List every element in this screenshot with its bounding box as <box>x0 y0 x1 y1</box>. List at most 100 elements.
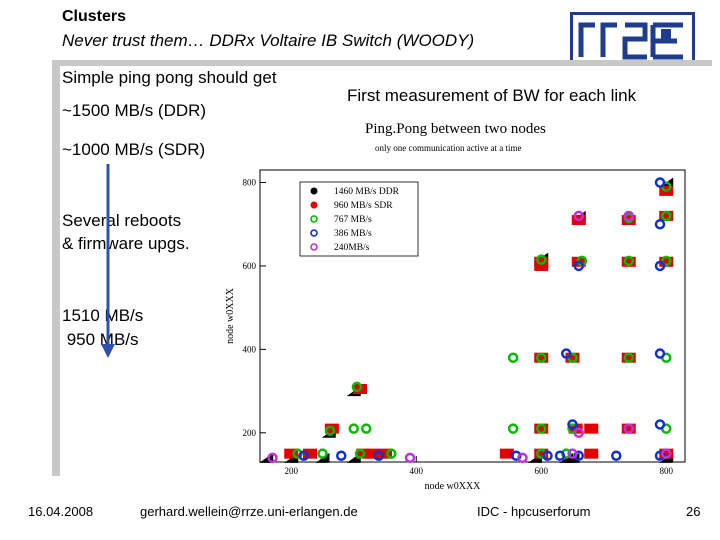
data-point <box>365 448 380 459</box>
data-point <box>373 450 384 461</box>
data-point <box>324 423 339 434</box>
data-point <box>361 423 372 434</box>
data-point <box>621 423 636 434</box>
rrze-logo <box>570 12 695 66</box>
data-point <box>534 256 549 267</box>
footer-date: 16.04.2008 <box>28 504 94 519</box>
footer-email: gerhard.wellein@rrze.uni-erlangen.de <box>140 504 358 519</box>
data-point <box>378 448 392 459</box>
x-tick-label: 400 <box>410 466 424 476</box>
legend-marker <box>310 201 318 209</box>
x-tick-label: 200 <box>285 466 299 476</box>
data-point <box>534 448 549 459</box>
data-point <box>567 448 578 459</box>
data-point <box>623 255 634 267</box>
legend-entry: 1460 MB/s DDR <box>334 187 400 197</box>
plot-frame <box>259 169 686 463</box>
footer-event: IDC - hpcuserforum <box>477 504 591 519</box>
rrze-logo-graphic <box>578 22 683 60</box>
data-point <box>584 448 599 459</box>
legend-entry: 386 MB/s <box>334 229 372 239</box>
text-reboots: Several reboots <box>62 211 182 230</box>
data-point <box>621 256 636 267</box>
footer-page-number: 26 <box>686 504 701 519</box>
data-point <box>623 352 634 363</box>
text-sdr-target: ~1000 MB/s (SDR) <box>62 140 206 159</box>
data-point <box>536 423 547 434</box>
data-point <box>654 348 666 359</box>
data-point <box>324 425 336 436</box>
data-point <box>303 448 317 459</box>
x-tick-label: 600 <box>535 466 549 476</box>
legend-entry: 960 MB/s SDR <box>334 201 393 211</box>
data-point <box>542 450 553 461</box>
legend-marker <box>310 243 318 251</box>
data-point <box>536 352 547 363</box>
data-point <box>517 452 528 464</box>
data-point <box>317 448 328 459</box>
data-point <box>507 423 519 434</box>
text-ddr-target: ~1500 MB/s (DDR) <box>62 101 207 120</box>
legend-box <box>299 181 419 257</box>
data-point <box>623 423 634 434</box>
data-point <box>661 255 672 267</box>
chart-caption: First measurement of BW for each link <box>347 86 637 105</box>
legend-entry: 767 MB/s <box>334 215 372 225</box>
data-point <box>499 448 514 459</box>
data-point <box>659 256 674 267</box>
data-point <box>536 254 547 265</box>
legend-marker <box>310 229 318 237</box>
data-point <box>354 448 366 459</box>
data-point <box>267 452 278 464</box>
data-point <box>534 352 549 363</box>
pingpong-chart: Ping.Pong between two nodes only one comm… <box>225 121 686 490</box>
data-point <box>661 448 672 459</box>
data-point <box>611 450 622 461</box>
left-margin-bar <box>52 66 60 476</box>
data-point <box>659 210 674 221</box>
data-point <box>661 210 672 222</box>
data-point <box>654 260 666 272</box>
data-point <box>659 448 674 459</box>
y-axis-label: node w0XXX <box>225 287 236 344</box>
slide-subtitle: Never trust them… DDRx Voltaire IB Switc… <box>62 31 475 50</box>
y-tick-label: 200 <box>243 428 257 438</box>
data-point <box>654 177 666 188</box>
data-point <box>336 450 347 461</box>
data-point <box>623 210 634 222</box>
text-expectation: Simple ping pong should get <box>62 68 277 87</box>
x-tick-label: 800 <box>660 466 674 476</box>
timeline-arrow <box>101 164 115 358</box>
legend-marker <box>310 187 318 195</box>
slide-title: Clusters <box>62 8 127 25</box>
legend-entry: 240MB/s <box>334 243 370 253</box>
data-point <box>654 419 666 430</box>
y-tick-label: 600 <box>243 261 257 271</box>
legend-marker <box>310 215 318 223</box>
data-point <box>654 218 666 230</box>
data-point <box>554 450 566 461</box>
data-point <box>561 348 572 359</box>
data-point <box>567 419 578 430</box>
data-point <box>584 423 599 434</box>
chart-title: Ping.Pong between two nodes <box>365 121 546 137</box>
data-point <box>298 450 309 461</box>
data-point <box>348 423 359 434</box>
data-point <box>573 260 584 272</box>
data-point <box>386 448 397 459</box>
text-result-ddr: 1510 MB/s <box>62 306 144 325</box>
x-axis-label: node w0XXX <box>425 481 482 490</box>
data-point <box>351 381 363 393</box>
data-point <box>621 352 636 363</box>
data-point <box>573 427 584 439</box>
data-point <box>565 352 580 363</box>
text-firmware: & firmware upgs. <box>62 234 190 253</box>
header-divider <box>52 60 712 66</box>
data-point <box>404 452 416 464</box>
y-tick-label: 400 <box>243 344 257 354</box>
data-point <box>507 352 519 363</box>
data-point <box>573 210 584 222</box>
y-tick-label: 800 <box>243 178 257 188</box>
data-point <box>534 423 549 434</box>
data-point <box>284 448 299 459</box>
